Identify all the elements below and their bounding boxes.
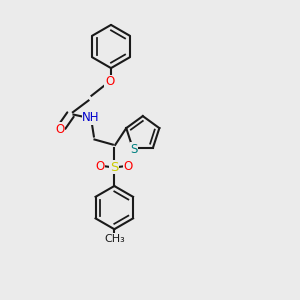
Text: CH₃: CH₃ (104, 234, 125, 244)
Text: O: O (55, 122, 64, 136)
Text: O: O (124, 160, 133, 173)
Text: NH: NH (82, 111, 100, 124)
Text: O: O (105, 75, 114, 88)
Text: S: S (130, 142, 138, 156)
Text: S: S (110, 160, 118, 174)
Text: O: O (96, 160, 105, 173)
